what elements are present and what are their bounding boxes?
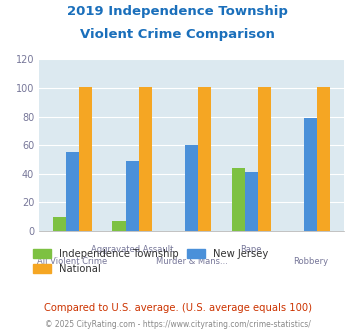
- Bar: [258, 86, 271, 231]
- Bar: [198, 86, 211, 231]
- Text: All Violent Crime: All Violent Crime: [38, 257, 108, 266]
- Text: Murder & Mans...: Murder & Mans...: [156, 257, 228, 266]
- Bar: [231, 168, 245, 231]
- Bar: [304, 118, 317, 231]
- Bar: [53, 217, 66, 231]
- Bar: [126, 161, 139, 231]
- Legend: Independence Township, National, New Jersey: Independence Township, National, New Jer…: [33, 249, 268, 274]
- Text: Aggravated Assault: Aggravated Assault: [91, 245, 173, 254]
- Bar: [245, 172, 258, 231]
- Text: © 2025 CityRating.com - https://www.cityrating.com/crime-statistics/: © 2025 CityRating.com - https://www.city…: [45, 320, 310, 329]
- Bar: [317, 86, 331, 231]
- Text: 2019 Independence Township: 2019 Independence Township: [67, 5, 288, 18]
- Bar: [113, 221, 126, 231]
- Bar: [79, 86, 92, 231]
- Bar: [185, 145, 198, 231]
- Text: Rape: Rape: [240, 245, 262, 254]
- Text: Violent Crime Comparison: Violent Crime Comparison: [80, 28, 275, 41]
- Bar: [139, 86, 152, 231]
- Bar: [66, 152, 79, 231]
- Text: Robbery: Robbery: [293, 257, 328, 266]
- Text: Compared to U.S. average. (U.S. average equals 100): Compared to U.S. average. (U.S. average …: [44, 303, 311, 313]
